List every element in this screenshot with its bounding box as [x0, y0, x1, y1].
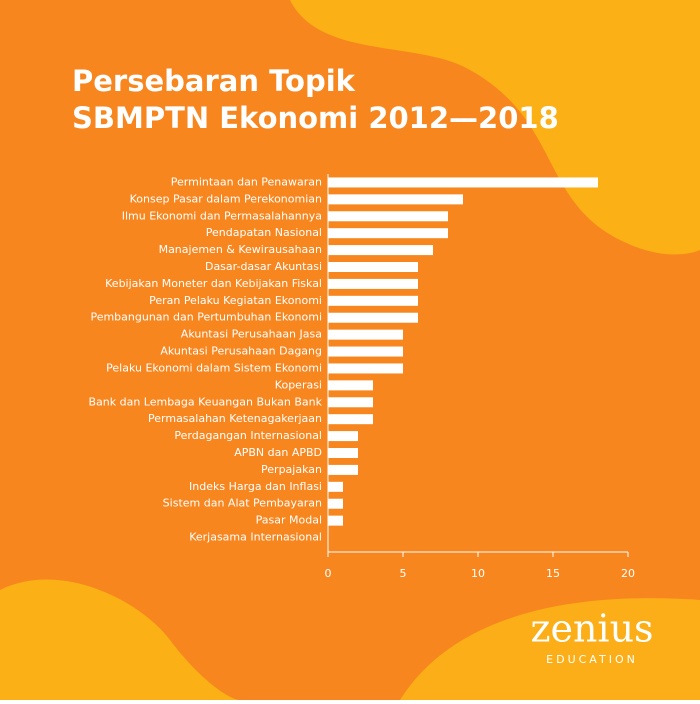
x-tick-label: 10	[471, 567, 485, 580]
y-tick-label: Bank dan Lembaga Keuangan Bukan Bank	[88, 395, 322, 408]
bar	[328, 414, 373, 425]
bar	[328, 380, 373, 391]
bar	[328, 177, 598, 188]
y-tick-label: Konsep Pasar dalam Perekonomian	[130, 192, 322, 205]
bar	[328, 228, 448, 239]
x-tick-label: 5	[400, 567, 407, 580]
x-tick-label: 20	[621, 567, 635, 580]
bar	[328, 329, 403, 340]
bar	[328, 278, 418, 289]
y-tick-label: Pasar Modal	[256, 514, 322, 527]
bar	[328, 194, 463, 205]
y-tick-label: Dasar-dasar Akuntasi	[205, 260, 322, 273]
y-tick-label: Pendapatan Nasional	[206, 226, 322, 239]
x-tick-label: 0	[325, 567, 332, 580]
bar	[328, 397, 373, 408]
bar	[328, 464, 358, 475]
bar	[328, 295, 418, 306]
brand-name: zenius	[530, 607, 653, 651]
blob	[400, 598, 700, 700]
y-tick-label: Kerjasama Internasional	[189, 531, 322, 544]
x-tick-label: 15	[546, 567, 560, 580]
bar	[328, 262, 418, 272]
y-tick-label: APBN dan APBD	[234, 446, 322, 459]
bar	[328, 363, 403, 374]
y-tick-label: Akuntasi Perusahaan Dagang	[160, 345, 322, 358]
bar	[328, 312, 418, 323]
bar	[328, 245, 433, 256]
bar	[328, 481, 343, 492]
y-tick-label: Indeks Harga dan Inflasi	[189, 480, 322, 493]
y-tick-label: Permintaan dan Penawaran	[171, 175, 322, 188]
y-tick-label: Akuntasi Perusahaan Jasa	[181, 328, 322, 341]
y-tick-label: Kebijakan Moneter dan Kebijakan Fiskal	[105, 277, 322, 290]
y-tick-label: Pembangunan dan Pertumbuhan Ekonomi	[90, 311, 322, 324]
chart-title: Persebaran Topik	[72, 64, 356, 98]
y-tick-label: Permasalahan Ketenagakerjaan	[148, 412, 322, 425]
brand-tagline: EDUCATION	[546, 653, 638, 666]
y-tick-label: Sistem dan Alat Pembayaran	[163, 497, 322, 510]
bar	[328, 498, 343, 509]
y-tick-label: Perpajakan	[261, 463, 322, 476]
bar	[328, 515, 343, 526]
y-tick-label: Koperasi	[275, 378, 322, 391]
bar	[328, 346, 403, 357]
bar	[328, 431, 358, 442]
bar	[328, 448, 358, 458]
y-tick-label: Perdagangan Internasional	[174, 429, 322, 442]
chart-subtitle: SBMPTN Ekonomi 2012—2018	[72, 101, 559, 135]
blob	[290, 0, 700, 255]
y-tick-label: Ilmu Ekonomi dan Permasalahannya	[122, 209, 322, 222]
y-tick-label: Manajemen & Kewirausahaan	[159, 243, 322, 256]
bar	[328, 211, 448, 222]
y-tick-label: Pelaku Ekonomi dalam Sistem Ekonomi	[106, 361, 322, 374]
blob	[0, 579, 240, 700]
y-tick-label: Peran Pelaku Kegiatan Ekonomi	[149, 294, 322, 307]
